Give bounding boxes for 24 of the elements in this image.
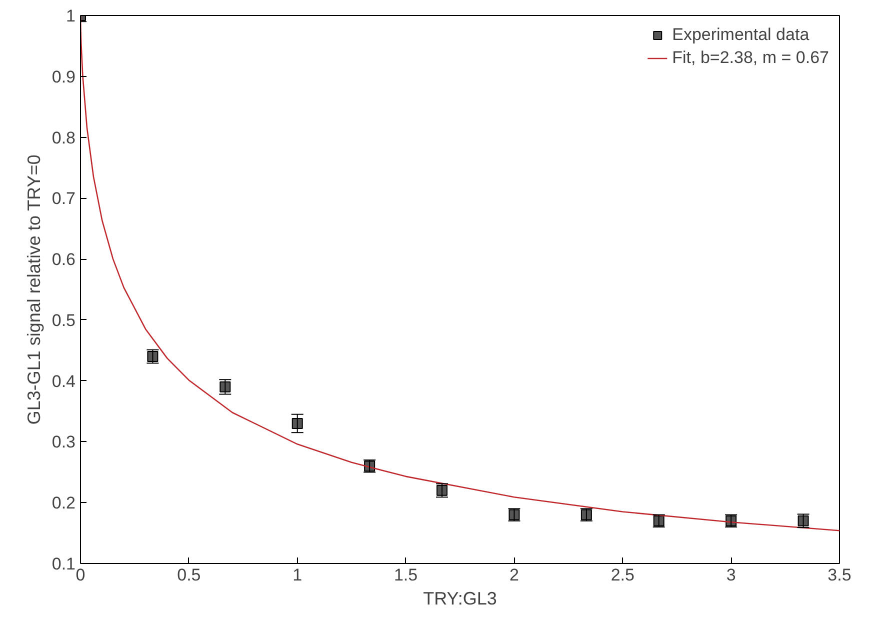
y-tick-label: 1 [66, 6, 76, 26]
x-tick-label: 0 [76, 566, 86, 584]
x-tick-label: 1 [292, 566, 302, 584]
x-tick-label: 3 [726, 566, 736, 584]
x-tick-label: 2 [509, 566, 519, 584]
legend-label: Experimental data [672, 25, 810, 45]
x-tick-label: 3.5 [828, 566, 852, 584]
x-tick-label: 2.5 [610, 566, 634, 584]
legend-label: Fit, b=2.38, m = 0.67 [672, 48, 829, 68]
y-axis-title: GL3-GL1 signal relative to TRY=0 [24, 154, 44, 425]
y-tick-label: 0.4 [52, 372, 76, 391]
y-tick-label: 0.5 [52, 310, 76, 330]
y-tick-label: 0.7 [52, 189, 76, 208]
x-tick-label: 0.5 [177, 566, 201, 584]
point [292, 418, 303, 429]
y-tick-label: 0.2 [52, 494, 76, 513]
x-tick-label: 1.5 [394, 566, 418, 584]
y-tick-label: 0.1 [52, 554, 76, 574]
y-tick-label: 0.8 [52, 128, 76, 148]
y-tick-label: 0.3 [52, 432, 76, 452]
y-tick-label: 0.6 [52, 250, 76, 270]
x-axis-title: TRY:GL3 [423, 588, 497, 608]
y-tick-label: 0.9 [52, 67, 76, 86]
point [220, 381, 231, 392]
